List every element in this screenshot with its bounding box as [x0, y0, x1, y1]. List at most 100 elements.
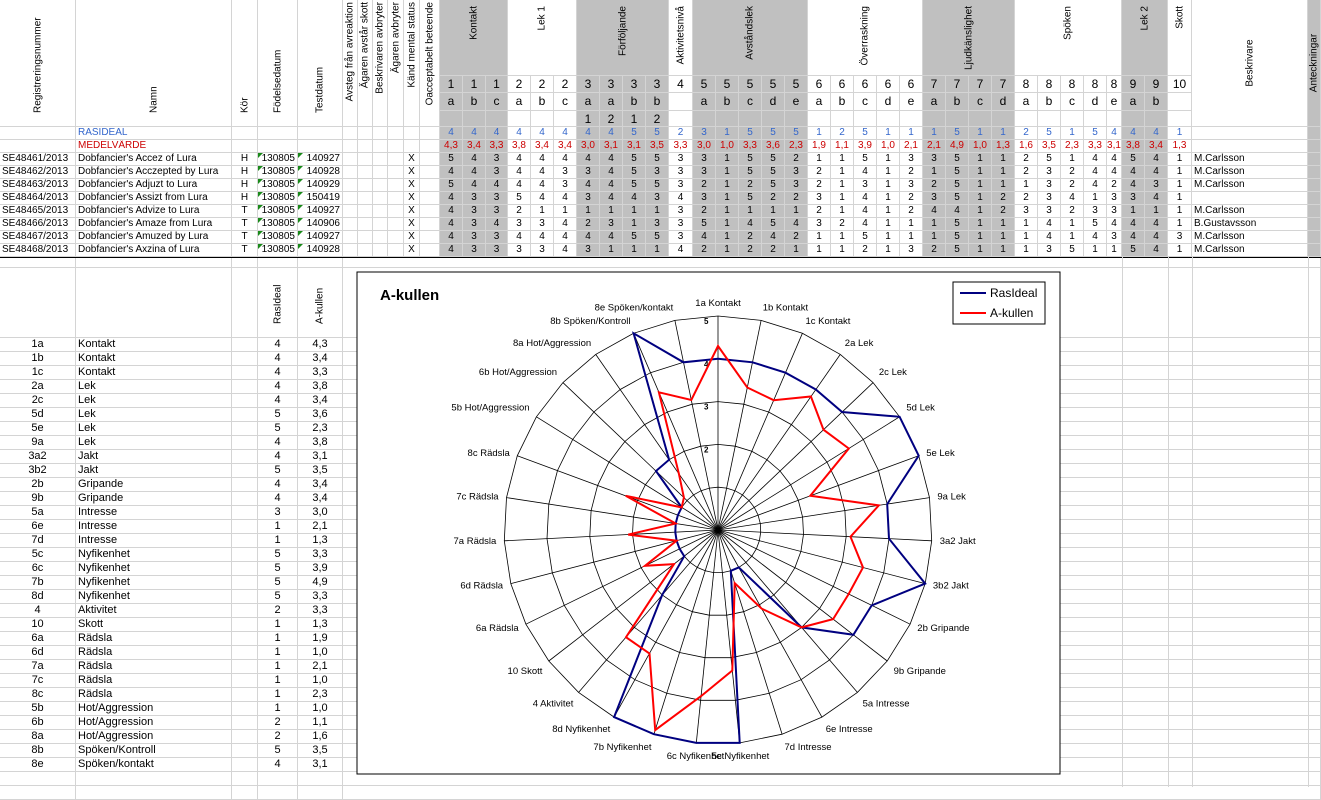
medelvarde-value: 3,5 [646, 140, 669, 153]
summary-cell [232, 492, 258, 506]
dog-score: 2 [577, 218, 600, 231]
dog-score: 1 [969, 244, 992, 257]
dog-flag [388, 192, 404, 205]
moment-number: 3 [623, 76, 646, 93]
rasideal-cell [258, 127, 298, 140]
dog-score: 1 [831, 166, 854, 179]
axis-label: 7c Rädsla [456, 491, 499, 502]
summary-label: Lek [76, 380, 232, 394]
grid-spoke [506, 497, 719, 531]
dog-name: Dobfancier's Assizt from Lura [76, 192, 232, 205]
moment-sub2 [831, 111, 854, 127]
moment-sub: a [808, 93, 831, 111]
comment-indicator-icon [258, 244, 263, 249]
moment-sub: a [508, 93, 531, 111]
dog-test: 140927 [298, 231, 343, 244]
dog-flag [420, 231, 440, 244]
dog-score: 1 [739, 205, 762, 218]
dog-score: 5 [762, 153, 785, 166]
summary-header-cell [232, 268, 258, 338]
grid-spoke [717, 382, 874, 531]
dog-reg: SE48467/2013 [0, 231, 76, 244]
summary-rasideal: 1 [258, 660, 298, 674]
dog-score: 3 [1107, 192, 1122, 205]
moment-sub2 [508, 111, 531, 127]
dog-score: 5 [946, 192, 969, 205]
moment-number: 8 [1038, 76, 1061, 93]
dog-birth: 130805 [258, 231, 298, 244]
moment-sub: c [486, 93, 508, 111]
summary-cell [232, 506, 258, 520]
summary-code: 2a [0, 380, 76, 394]
moment-sub: a [1015, 93, 1038, 111]
dog-score: 4 [600, 231, 623, 244]
summary-rasideal: 5 [258, 590, 298, 604]
dog-score: 3 [646, 192, 669, 205]
header-group-4: Avståndslek [693, 0, 808, 76]
medelvarde-value: 2,3 [1061, 140, 1084, 153]
summary-akullen: 3,4 [298, 352, 343, 366]
medelvarde-value: 1,6 [1015, 140, 1038, 153]
dog-kor: T [232, 205, 258, 218]
dog-score: 1 [1145, 205, 1168, 218]
summary-label: Aktivitet [76, 604, 232, 618]
axis-label: 2b Gripande [917, 623, 969, 634]
dog-score: 1 [992, 153, 1015, 166]
summary-rasideal: 1 [258, 520, 298, 534]
moment-number: 5 [739, 76, 762, 93]
empty-cell [0, 772, 76, 786]
dog-name: Dobfancier's Axzina of Lura [76, 244, 232, 257]
summary-label: Jakt [76, 450, 232, 464]
moment-sub: b [646, 93, 669, 111]
dog-flag: X [404, 231, 420, 244]
medelvarde-cell [404, 140, 420, 153]
medelvarde-value: 1,1 [831, 140, 854, 153]
grid-line [1192, 257, 1193, 787]
dog-score: 5 [646, 153, 669, 166]
summary-cell [232, 660, 258, 674]
summary-akullen: 3,3 [298, 366, 343, 380]
grid-spoke [717, 529, 783, 735]
dog-score: 2 [762, 244, 785, 257]
dog-score: 4 [1145, 192, 1168, 205]
dog-score: 4 [1107, 153, 1122, 166]
dog-score: 5 [693, 218, 716, 231]
moment-sub2 [1084, 111, 1107, 127]
summary-rasideal: 4 [258, 478, 298, 492]
dog-score: 1 [716, 153, 739, 166]
summary-header-cell [0, 268, 76, 338]
dog-score: 5 [646, 231, 669, 244]
grid-spoke [717, 529, 741, 743]
dog-score: 3 [486, 231, 508, 244]
summary-label: Jakt [76, 464, 232, 478]
dog-score: 1 [716, 192, 739, 205]
dog-score: 1 [1084, 192, 1107, 205]
dog-score: 1 [577, 205, 600, 218]
dog-reg: SE48466/2013 [0, 218, 76, 231]
rasideal-value: 4 [463, 127, 486, 140]
dog-score: 4 [554, 192, 577, 205]
table-border [0, 257, 1321, 258]
summary-code: 6d [0, 646, 76, 660]
comment-indicator-icon [258, 153, 263, 158]
axis-label: 9a Lek [937, 491, 966, 502]
summary-label: Rädsla [76, 674, 232, 688]
moment-sub2 [854, 111, 877, 127]
medelvarde-value: 1,0 [969, 140, 992, 153]
axis-label: 10 Skott [508, 666, 543, 677]
dog-flag [388, 153, 404, 166]
dog-score: 4 [463, 179, 486, 192]
moment-sub: c [854, 93, 877, 111]
summary-rasideal: 1 [258, 646, 298, 660]
moment-number: 8 [1107, 76, 1122, 93]
dog-score: 1 [623, 205, 646, 218]
rasideal-value: 4 [1122, 127, 1145, 140]
grid-spoke [717, 455, 919, 531]
moment-sub: c [1061, 93, 1084, 111]
medelvarde-value: 1,9 [808, 140, 831, 153]
summary-label: Rädsla [76, 632, 232, 646]
comment-indicator-icon [258, 179, 263, 184]
moment-sub2 [669, 111, 693, 127]
dog-score: 1 [923, 166, 946, 179]
summary-rasideal: 5 [258, 408, 298, 422]
